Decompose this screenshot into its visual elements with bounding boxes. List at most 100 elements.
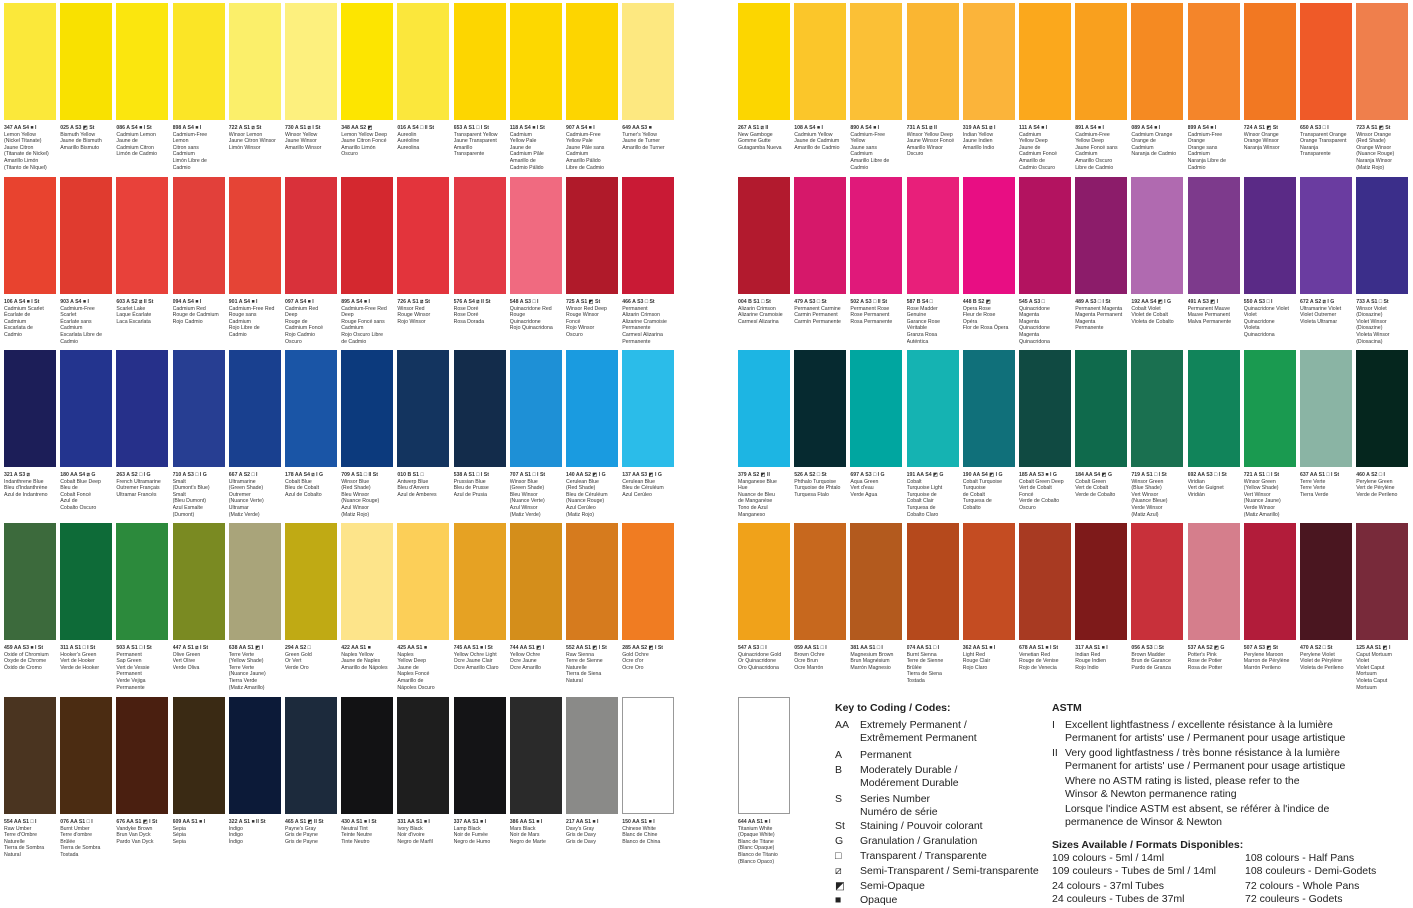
swatch-name-line: (Matiz Rojo) [1356, 164, 1385, 171]
swatch-name-line: Azul Winsor [509, 504, 538, 511]
astm-note: Lorsque l'indice ASTM est absent, se réf… [1065, 803, 1330, 815]
size-option: 108 couleurs - Demi-Godets [1245, 864, 1377, 877]
color-swatch [850, 177, 903, 294]
swatch-code: 719 A S1 □ I St [1131, 472, 1167, 478]
swatch-name-line: Phthalo Turquoise [794, 478, 837, 485]
swatch-code: 744 AA S1 ◩ I [509, 645, 545, 651]
key-code: □ [835, 850, 842, 862]
swatch-name-line: Cobalto Claro [906, 511, 939, 518]
swatch-code: 381 AA S1 □ I [850, 645, 883, 651]
swatch-name-line: Naples Foncé [397, 671, 430, 678]
color-swatch [228, 697, 281, 814]
swatch-name-line: Rojo Winsor [566, 325, 595, 332]
swatch-name-line: Violeta Caput [1356, 677, 1388, 684]
swatch-name-line: Terre d'ombre [60, 832, 93, 839]
swatch-name-line: Cobalt Violet [1131, 305, 1161, 312]
swatch-name-line: (Matiz Verde) [509, 511, 541, 518]
swatch-name-line: Potter's Pink [1187, 651, 1217, 658]
swatch-name-line: Ocre Brun [794, 658, 818, 665]
swatch-label: 724 A S1 ◩ St Winsor Orange Orange Winsor N… [1244, 125, 1300, 151]
swatch-name-line: (Dioxacina) [1356, 338, 1383, 345]
swatch-name-line: Cadmium-Free [1075, 131, 1110, 138]
swatch-label: 319 AA S1 ⧄ I Indian Yellow Jaune Indien Am… [963, 125, 1019, 151]
swatch-code: 321 A S3 ⧄ [4, 472, 30, 478]
swatch-name-line: Bismuth Yellow [60, 131, 96, 138]
swatch-name-line: Yellow Deep [397, 658, 427, 665]
color-swatch [509, 177, 562, 294]
swatch-code: 649 AA S3 ■ [622, 125, 652, 131]
swatch-name-line: Rojo Cadmio [285, 331, 315, 338]
swatch-label: 722 A S1 ⧄ St Winsor Lemon Jaune Citron Wi… [229, 125, 285, 151]
swatch-name-line: (Matiz Verde) [228, 511, 260, 518]
swatch-name-line: Quinacridone [1019, 325, 1050, 332]
color-swatch [1187, 3, 1240, 120]
swatch-name-line: Blanc de Chine [622, 832, 658, 839]
swatch-label: 317 AA S1 ■ I Indian Red Rouge Indien Rojo … [1075, 645, 1131, 671]
swatch-name-line: Transparente [453, 151, 485, 158]
swatch-name-line: Chinese White [622, 825, 656, 832]
swatch-name-line: Rouge Foncé sans [341, 318, 385, 325]
swatch-name-line: Verde Oro [285, 664, 309, 671]
swatch-name-line: de Manganèse [738, 498, 773, 505]
swatch-name-line: Blanco de China [622, 838, 661, 845]
color-swatch [172, 523, 225, 640]
swatch-name-line: Pardo Van Dyck [116, 838, 154, 845]
color-swatch [566, 697, 618, 814]
swatch-name-line: Violeta de Perileno [1300, 664, 1344, 671]
swatch-label: 644 AA S1 ■ I Titanium White (Opaque White… [738, 819, 794, 865]
color-swatch [116, 350, 169, 467]
swatch-code: 901 A S4 ■ I [228, 299, 258, 305]
swatch-name-line: Caput Mortuum [1356, 651, 1392, 658]
swatch-name-line: Cadmium-Free [1187, 131, 1223, 138]
swatch-label: 010 B S1 □ Antwerp Blue Bleu d'Anvers Azul … [397, 472, 453, 498]
swatch-name-line: Verde de Hooker [60, 664, 100, 671]
color-swatch [453, 3, 506, 120]
swatch-label: 552 AA S1 ◩ I St Raw Sienna Terre de Sienn… [566, 645, 622, 685]
color-swatch [1019, 350, 1071, 467]
swatch-name-line: (Blanc Opaque) [738, 845, 775, 852]
key-description: Granulation / Granulation [860, 835, 978, 847]
swatch-name-line: Permanente [116, 684, 145, 691]
swatch-name-line: Rose Permanent [850, 312, 890, 319]
swatch-name-line: Auréoline [397, 138, 420, 145]
swatch-name-line: Oscuro [341, 151, 358, 158]
swatch-name-line: Limón de Cadmio [116, 151, 158, 158]
swatch-name-line: Limón Libre de [172, 157, 207, 164]
color-swatch [397, 3, 450, 120]
swatch-label: 649 AA S3 ■ Turner's Yellow Jaune de Turne… [622, 125, 678, 151]
swatch-label: 150 AA S1 ■ I Chinese White Blanc de Chine… [622, 819, 678, 845]
swatch-label: 726 A S1 ⧄ St Winsor Red Rouge Winsor Rojo … [397, 299, 453, 325]
swatch-name-line: Ultramar [228, 504, 249, 511]
swatch-label: 447 A S1 ⧄ I St Olive Green Vert Olive Verd… [173, 645, 229, 671]
swatch-name-line: (Matiz Azul) [1131, 511, 1159, 518]
swatch-label: 448 B S2 ◩ Opera Rose Fleur de Rose Opéra Fl… [963, 299, 1019, 332]
color-swatch [397, 697, 450, 814]
swatch-code: 137 AA S3 ◩ I G [622, 472, 662, 478]
swatch-name-line: (Matiz Amarillo) [228, 684, 265, 691]
swatch-name-line: Azul Cerúleo [622, 491, 652, 498]
swatch-code: 447 A S1 ⧄ I St [172, 645, 209, 651]
swatch-name-line: Azul Esmalte [172, 504, 203, 511]
swatch-label: 285 AA S2 ◩ I St Gold Ochre Ocre d'or Ocre … [622, 645, 678, 671]
swatch-name-line: Escarlata Libre de [60, 331, 102, 338]
swatch-label: 466 A S3 □ St Permanent Alizarin Crimson Al… [622, 299, 678, 345]
swatch-code: 217 AA S1 ■ I [566, 819, 599, 825]
swatch-name-line: (Yellow Shade) [228, 658, 264, 665]
swatch-name-line: Amarillo de [1019, 157, 1045, 164]
swatch-name-line: Viridián [1187, 491, 1205, 498]
swatch-code: 503 A S1 □ I St [116, 645, 152, 651]
swatch-name-line: Winsor Green [1243, 478, 1276, 485]
swatch-code: 089 A S4 ■ I [1131, 125, 1161, 131]
swatch-label: 097 A S4 ■ I Cadmium Red Deep Rouge de Cadmi… [285, 299, 341, 345]
swatch-label: 108 A S4 ■ I Cadmium Yellow Jaune de Cadmi… [794, 125, 850, 151]
swatch-name-line: Bleu Winsor [509, 491, 538, 498]
swatch-code: 489 A S3 □ I St [1075, 299, 1111, 305]
swatch-name-line: Jaune Transparent [453, 138, 497, 145]
swatch-name-line: Negro de Marfil [397, 838, 433, 845]
swatch-name-line: Bleu d'Anvers [397, 485, 430, 492]
swatch-name-line: Hooker's Green [60, 651, 97, 658]
swatch-code: 730 A S1 ⧄ I St [285, 125, 321, 131]
swatch-name-line: Davy's Gray [566, 825, 595, 832]
swatch-name-line: de Cobalt [962, 491, 986, 498]
swatch-name-line: Azul de Cobalto [285, 491, 322, 498]
